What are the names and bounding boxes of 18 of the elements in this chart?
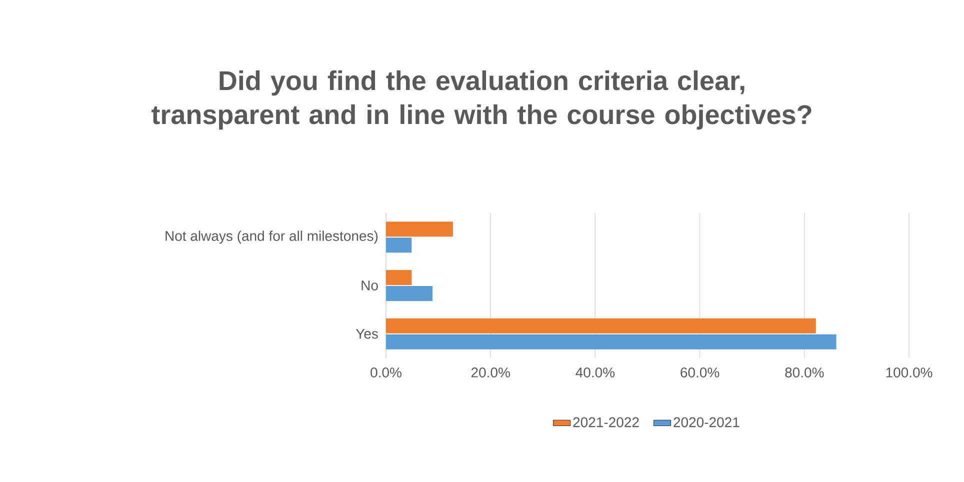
bar [386,286,433,301]
y-tick-label: No [362,280,378,290]
bar [386,238,412,253]
legend-label: 2020-2021 [674,417,740,428]
chart-title: Did you find the evaluation criteria clear, transparent and in line with the course objectives? [152,70,812,130]
x-tick-label: 60.0% [680,368,720,378]
x-tick-label: 0.0% [370,368,402,378]
x-tick-label: 20.0% [471,368,510,378]
bar [386,318,816,334]
x-tick-label: 40.0% [576,368,615,378]
x-tick-label: 100.0% [886,368,932,378]
y-tick-label: Yes [356,328,378,339]
y-tick-label: Not always (and for all milestones) [166,230,378,244]
bar [386,222,453,237]
bar [386,270,412,285]
x-tick-label: 80.0% [785,368,824,378]
legend-label: 2021-2022 [573,417,639,428]
bar [386,334,836,350]
